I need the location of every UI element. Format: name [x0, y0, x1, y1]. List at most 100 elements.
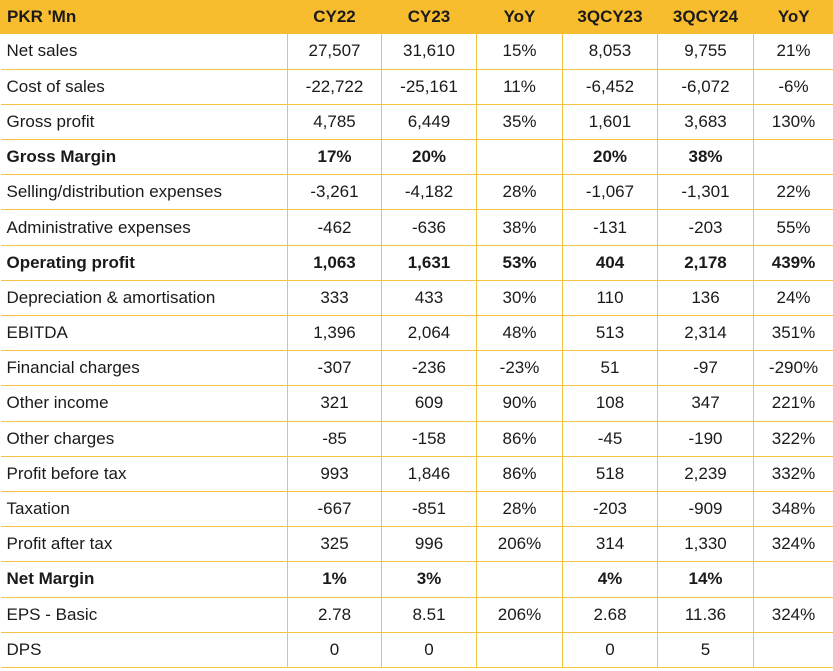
- table-cell: 20%: [562, 139, 658, 176]
- table-cell: 2,064: [381, 315, 477, 352]
- table-cell: 2.78: [287, 597, 382, 633]
- table-row: Other charges -85 -158 86% -45 -190 322%: [0, 421, 833, 457]
- table-row: EBITDA 1,396 2,064 48% 513 2,314 351%: [0, 315, 833, 352]
- table-cell: 1,846: [381, 456, 477, 492]
- header-cy22: CY22: [287, 0, 382, 34]
- table-cell: 324%: [753, 597, 833, 633]
- table-cell: 1,631: [381, 245, 477, 281]
- table-cell: 38%: [476, 209, 563, 246]
- table-cell: -851: [381, 491, 477, 528]
- table-cell: 48%: [476, 315, 563, 352]
- table-cell: 1,330: [657, 526, 754, 563]
- table-row: Gross profit 4,785 6,449 35% 1,601 3,683 130%: [0, 104, 833, 141]
- table-cell: -4,182: [381, 174, 477, 211]
- table-cell: 206%: [476, 526, 563, 563]
- table-cell: 55%: [753, 209, 833, 246]
- table-row: Financial charges -307 -236 -23% 51 -97 -290%: [0, 350, 833, 387]
- table-cell: -6%: [753, 69, 833, 105]
- table-row: Profit before tax 993 1,846 86% 518 2,239 332%: [0, 456, 833, 492]
- table-row: Net sales 27,507 31,610 15% 8,053 9,755 21%: [0, 34, 833, 70]
- row-label: EPS - Basic: [0, 597, 288, 633]
- table-cell: 2.68: [562, 597, 658, 633]
- table-cell: 221%: [753, 385, 833, 422]
- table-cell: 8.51: [381, 597, 477, 633]
- table-row: Administrative expenses -462 -636 38% -131 -2…: [0, 209, 833, 246]
- table-cell: 90%: [476, 385, 563, 422]
- table-cell: 15%: [476, 34, 563, 70]
- table-cell: 31,610: [381, 34, 477, 70]
- table-cell: 0: [287, 632, 382, 668]
- row-label: DPS: [0, 632, 288, 668]
- row-label: Net Margin: [0, 561, 288, 598]
- table-cell: 322%: [753, 421, 833, 457]
- table-cell: 8,053: [562, 34, 658, 70]
- table-cell: 324%: [753, 526, 833, 563]
- row-label: Other income: [0, 385, 288, 422]
- table-row: Operating profit 1,063 1,631 53% 404 2,178 439…: [0, 245, 833, 281]
- table-row: Other income 321 609 90% 108 347 221%: [0, 385, 833, 422]
- row-label: Other charges: [0, 421, 288, 457]
- table-cell: -909: [657, 491, 754, 528]
- table-cell: -190: [657, 421, 754, 457]
- table-cell: 996: [381, 526, 477, 563]
- table-cell: 333: [287, 280, 382, 317]
- table-cell: 9,755: [657, 34, 754, 70]
- row-label: Net sales: [0, 34, 288, 70]
- table-row: Gross Margin 17% 20% 20% 38%: [0, 139, 833, 176]
- table-cell: -1,301: [657, 174, 754, 211]
- row-label: Operating profit: [0, 245, 288, 281]
- table-cell: -203: [562, 491, 658, 528]
- table-cell: 404: [562, 245, 658, 281]
- table-cell: 518: [562, 456, 658, 492]
- table-cell: 433: [381, 280, 477, 317]
- table-cell: 1,063: [287, 245, 382, 281]
- table-cell: 22%: [753, 174, 833, 211]
- row-label: Profit before tax: [0, 456, 288, 492]
- table-cell: 35%: [476, 104, 563, 141]
- table-cell: [753, 632, 833, 668]
- table-cell: -1,067: [562, 174, 658, 211]
- table-cell: 351%: [753, 315, 833, 352]
- table-cell: -462: [287, 209, 382, 246]
- row-label: Cost of sales: [0, 69, 288, 105]
- row-label: Gross profit: [0, 104, 288, 141]
- table-cell: [753, 139, 833, 176]
- table-cell: 439%: [753, 245, 833, 281]
- table-cell: -3,261: [287, 174, 382, 211]
- table-cell: 332%: [753, 456, 833, 492]
- table-cell: [753, 561, 833, 598]
- table-cell: 513: [562, 315, 658, 352]
- table-cell: 108: [562, 385, 658, 422]
- header-cy23: CY23: [381, 0, 477, 34]
- table-cell: -97: [657, 350, 754, 387]
- row-label: Gross Margin: [0, 139, 288, 176]
- table-cell: -290%: [753, 350, 833, 387]
- table-cell: -22,722: [287, 69, 382, 105]
- table-cell: 1%: [287, 561, 382, 598]
- table-row: DPS 0 0 0 5: [0, 632, 833, 668]
- table-cell: 3%: [381, 561, 477, 598]
- table-cell: 2,239: [657, 456, 754, 492]
- table-cell: 136: [657, 280, 754, 317]
- table-row: Cost of sales -22,722 -25,161 11% -6,452 -6,0…: [0, 69, 833, 105]
- row-label: Financial charges: [0, 350, 288, 387]
- table-cell: -85: [287, 421, 382, 457]
- table-cell: 206%: [476, 597, 563, 633]
- table-cell: 28%: [476, 491, 563, 528]
- table-cell: 5: [657, 632, 754, 668]
- table-cell: 6,449: [381, 104, 477, 141]
- table-cell: 1,601: [562, 104, 658, 141]
- table-row: Taxation -667 -851 28% -203 -909 348%: [0, 491, 833, 528]
- table-cell: 38%: [657, 139, 754, 176]
- table-cell: 2,178: [657, 245, 754, 281]
- table-header: PKR 'Mn CY22 CY23 YoY 3QCY23 3QCY24 YoY: [0, 0, 833, 34]
- table-cell: 53%: [476, 245, 563, 281]
- table-cell: 24%: [753, 280, 833, 317]
- table-cell: 609: [381, 385, 477, 422]
- header-yoy-quarterly: YoY: [753, 0, 833, 34]
- table-cell: 20%: [381, 139, 477, 176]
- table-cell: 51: [562, 350, 658, 387]
- row-label: Depreciation & amortisation: [0, 280, 288, 317]
- table-cell: 347: [657, 385, 754, 422]
- table-cell: -23%: [476, 350, 563, 387]
